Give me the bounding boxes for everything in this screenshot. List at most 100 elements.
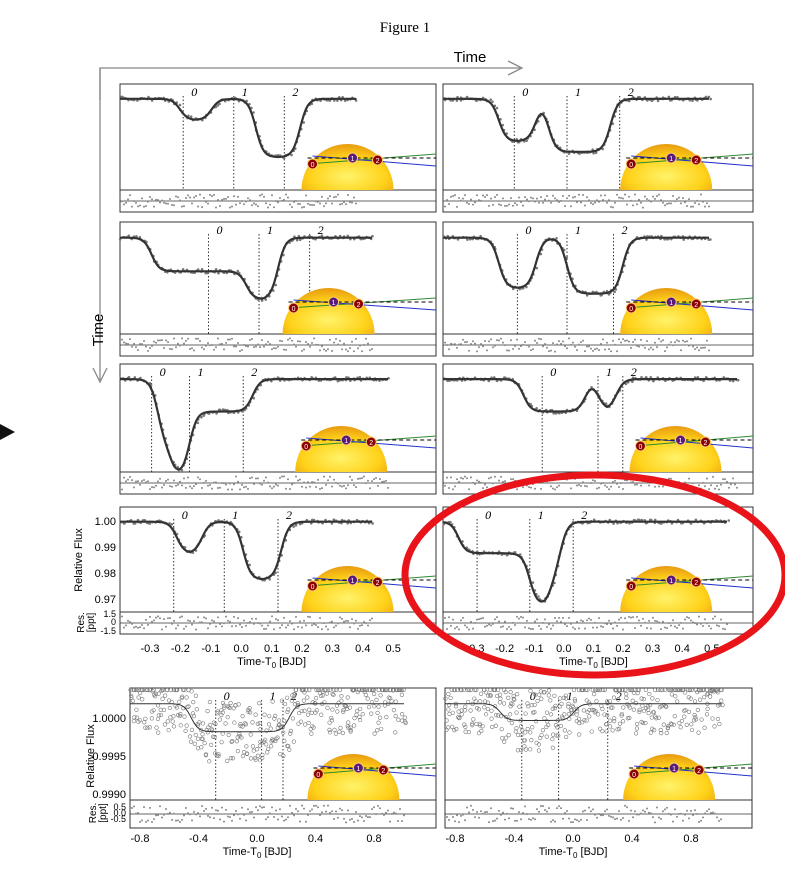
residual-point: [235, 345, 237, 348]
residual-point: [323, 205, 325, 208]
residual-point: [275, 618, 277, 621]
flux-point: [656, 99, 660, 103]
planet-label: 0: [304, 444, 308, 451]
flux-point: [190, 711, 195, 716]
residual-point: [197, 812, 199, 815]
flux-point: [379, 726, 384, 732]
flux-point: [619, 713, 624, 718]
residual-point: [452, 343, 454, 346]
flux-point: [248, 563, 251, 567]
residual-point: [636, 203, 638, 206]
light-curve-panel: 0 1 201 2: [442, 221, 754, 357]
residual-point: [293, 628, 295, 631]
residual-point: [363, 475, 365, 478]
residual-point: [157, 339, 159, 342]
x-tick-label: 0.8: [366, 833, 381, 845]
residual-point: [201, 487, 203, 490]
x-tick-label: 0.0: [249, 833, 264, 845]
flux-point: [264, 728, 269, 733]
residual-point: [253, 816, 255, 819]
light-curve-panel: 0 1 201 2: [128, 687, 437, 829]
residual-point: [359, 815, 361, 818]
flux-point: [187, 734, 193, 739]
residual-point: [397, 820, 399, 823]
residual-point: [209, 816, 211, 819]
flux-point: [134, 687, 139, 693]
residual-point: [564, 205, 566, 208]
residual-point: [584, 809, 586, 812]
residual-point: [355, 337, 357, 340]
residual-point: [169, 198, 171, 201]
residual-point: [191, 202, 193, 205]
flux-point: [616, 687, 621, 693]
residual-point: [127, 198, 129, 201]
residual-point: [632, 204, 634, 207]
residual-point: [237, 617, 239, 620]
x-tick-label: 0.0: [234, 643, 249, 655]
residual-point: [678, 624, 680, 627]
flux-point: [519, 732, 524, 738]
residual-point: [177, 819, 179, 822]
residual-point: [333, 817, 335, 820]
flux-point: [689, 522, 693, 525]
residual-point: [335, 195, 337, 198]
x-label-sub: 0: [272, 661, 277, 670]
residual-point: [632, 816, 634, 819]
residual-point: [289, 203, 291, 206]
residual-point: [243, 619, 245, 622]
flux-point: [355, 708, 360, 714]
flux-point: [667, 95, 671, 99]
flux-point: [446, 691, 451, 697]
flux-point: [183, 728, 188, 733]
res-tick-label: -0.5: [110, 814, 126, 824]
residual-point: [153, 205, 155, 208]
residual-point: [157, 480, 159, 483]
x-label-unit: [BJD]: [276, 656, 306, 668]
residual-point: [506, 204, 508, 207]
flux-point: [366, 705, 372, 710]
residual-point: [177, 196, 179, 199]
planet-label: 0: [311, 162, 315, 169]
flux-point: [467, 687, 472, 693]
flux-point: [717, 721, 722, 727]
residual-point: [179, 199, 181, 202]
residual-point: [680, 812, 682, 815]
residual-point: [281, 199, 283, 202]
residual-point: [454, 627, 456, 630]
flux-point: [378, 715, 383, 720]
residual-point: [606, 808, 608, 811]
residual-point: [151, 198, 153, 201]
planet-label: 0: [316, 772, 320, 779]
flux-point: [286, 707, 291, 712]
residual-point: [542, 805, 544, 808]
flux-point: [254, 747, 260, 752]
residual-point: [313, 203, 315, 206]
flux-point: [548, 698, 553, 703]
residual-point: [710, 484, 712, 487]
flux-point: [604, 729, 609, 734]
residual-point: [568, 194, 570, 197]
residual-point: [572, 821, 574, 824]
flux-point: [282, 156, 286, 160]
flux-point: [682, 690, 688, 695]
residual-point: [327, 197, 329, 200]
residual-point: [337, 816, 339, 819]
light-curve-panel: 0 1 201 2: [443, 687, 753, 829]
residual-point: [189, 813, 191, 816]
residual-point: [149, 806, 151, 809]
flux-point: [260, 299, 264, 302]
residual-point: [736, 486, 738, 489]
x-tick-label: -0.2: [171, 643, 190, 655]
residual-point: [468, 811, 470, 814]
residual-point: [682, 197, 684, 200]
residual-point: [367, 479, 369, 482]
y-tick-label: 0.97: [95, 594, 116, 606]
residual-point: [538, 337, 540, 340]
residual-point: [353, 821, 355, 824]
residual-point: [303, 807, 305, 810]
residual-point: [317, 478, 319, 481]
contact-label: 0: [550, 365, 556, 379]
y-tick-label: 0.99: [95, 542, 116, 554]
residual-point: [255, 203, 257, 206]
residual-point: [213, 348, 215, 351]
